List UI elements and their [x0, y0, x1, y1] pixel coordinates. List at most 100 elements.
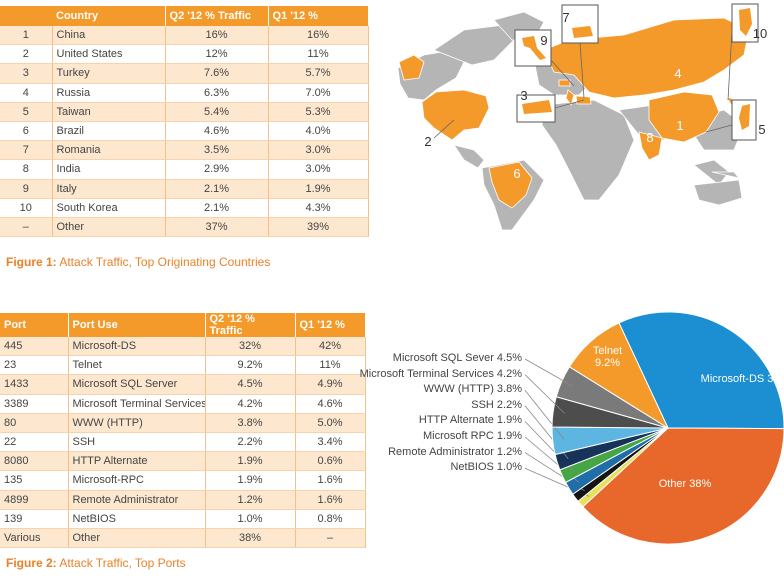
table-cell: China — [52, 26, 166, 46]
table-cell: United States — [52, 44, 166, 65]
slice-label: Telnet 9.2% — [592, 345, 623, 369]
table-row: 3 Turkey 7.6% 5.7% — [0, 63, 369, 84]
table-row: 22 SSH 2.2% 3.4% — [0, 432, 366, 453]
table-row: 80 WWW (HTTP) 3.8% 5.0% — [0, 413, 366, 433]
table-row: 8 India 2.9% 3.0% — [0, 159, 369, 180]
caption-text: Attack Traffic, Top Ports — [59, 556, 186, 570]
table-row: 2 United States 12% 11% — [0, 44, 369, 65]
table-cell: 4.3% — [268, 198, 369, 218]
table-row: 1 China 16% 16% — [0, 26, 369, 46]
table-cell: 39% — [268, 217, 369, 238]
table-cell: 3.0% — [268, 140, 369, 161]
table-cell: 6.3% — [165, 83, 269, 103]
table-cell: 5.4% — [165, 102, 269, 122]
header-row: Port Port Use Q2 '12 % Traffic Q1 '12 % — [0, 313, 366, 337]
slice-label: Microsoft Terminal Services 4.2% — [359, 367, 522, 380]
map-label: 9 — [540, 33, 547, 48]
table-cell: 1.6% — [295, 470, 366, 491]
table-row: 4 Russia 6.3% 7.0% — [0, 83, 369, 103]
table-cell: 1.9% — [205, 451, 296, 472]
table-row: – Other 37% 39% — [0, 217, 369, 238]
table-cell: 9.2% — [205, 355, 296, 376]
table-cell: 8080 — [0, 451, 69, 472]
leader-line — [524, 358, 573, 387]
table-cell: Remote Administrator — [68, 490, 206, 510]
table-row: 8080 HTTP Alternate 1.9% 0.6% — [0, 451, 366, 472]
table-cell: Turkey — [52, 63, 166, 84]
table-cell: Other — [52, 217, 166, 238]
slice-label: NetBIOS 1.0% — [450, 461, 522, 474]
table-cell: 11% — [295, 355, 366, 376]
table-cell: 139 — [0, 509, 69, 529]
table-cell: 5.7% — [268, 63, 369, 84]
table-row: 3389 Microsoft Terminal Services 4.2% 4.6% — [0, 394, 366, 414]
table-cell: 1.9% — [268, 179, 369, 199]
table-cell: South Korea — [52, 198, 166, 218]
slice-label: WWW (HTTP) 3.8% — [423, 383, 522, 396]
slice-label: HTTP Alternate 1.9% — [418, 414, 522, 427]
slice-label: Microsoft-DS 32% — [700, 373, 784, 385]
table-cell: 3 — [0, 63, 53, 84]
table-row: 1433 Microsoft SQL Server 4.5% 4.9% — [0, 374, 366, 395]
table-cell: – — [295, 528, 366, 549]
map-label: 7 — [562, 10, 569, 25]
figure-caption: Figure 1: Attack Traffic, Top Originatin… — [6, 255, 270, 269]
table-row: 6 Brazil 4.6% 4.0% — [0, 121, 369, 142]
pie-slice — [582, 427, 784, 545]
table-row: 9 Italy 2.1% 1.9% — [0, 179, 369, 199]
table-cell: Other — [68, 528, 206, 549]
table-cell: 16% — [165, 26, 269, 46]
leader-line — [524, 389, 565, 440]
table-cell: Telnet — [68, 355, 206, 376]
column-header: Q2 '12 % Traffic — [165, 6, 269, 26]
column-header: Q1 '12 % — [295, 313, 366, 337]
table-cell: Microsoft Terminal Services — [68, 394, 206, 414]
table-row: 139 NetBIOS 1.0% 0.8% — [0, 509, 366, 529]
slice-label: Remote Administrator 1.2% — [388, 445, 522, 458]
table-cell: 16% — [268, 26, 369, 46]
table-cell: 2 — [0, 44, 53, 65]
table-cell: Italy — [52, 179, 166, 199]
table-cell: 1.2% — [205, 490, 296, 510]
table-cell: 7.6% — [165, 63, 269, 84]
table-cell: 5.0% — [295, 413, 366, 433]
table-cell: 42% — [295, 337, 366, 357]
country-table: Country Q2 '12 % Traffic Q1 '12 % 1 China 16%… — [0, 6, 369, 238]
table-cell: 3389 — [0, 394, 69, 414]
table-cell: 3.4% — [295, 432, 366, 453]
table-cell: 3.0% — [268, 159, 369, 180]
table-cell: – — [0, 217, 53, 238]
world-map: 1 2 3 4 5 6 7 8 9 10 — [397, 3, 767, 231]
leader-line — [524, 374, 565, 414]
pie-chart — [524, 311, 784, 545]
table-cell: 37% — [165, 217, 269, 238]
table-cell: Various — [0, 528, 69, 549]
table-cell: 4899 — [0, 490, 69, 510]
slice-label: Microsoft RPC 1.9% — [422, 430, 522, 442]
table-cell: HTTP Alternate — [68, 451, 206, 472]
table-cell: 7.0% — [268, 83, 369, 103]
table-cell: 0.6% — [295, 451, 366, 472]
table-cell: 2.1% — [165, 198, 269, 218]
column-header: Port Use — [68, 313, 206, 337]
table-cell: 4.5% — [205, 374, 296, 395]
table-cell: 8 — [0, 159, 53, 180]
table-row: Various Other 38% – — [0, 528, 366, 549]
map-label: 3 — [520, 88, 527, 103]
table-cell: 3.5% — [165, 140, 269, 161]
table-cell: 80 — [0, 413, 69, 433]
table-cell: 1.0% — [205, 509, 296, 529]
figure-caption: Figure 2: Attack Traffic, Top Ports — [6, 556, 186, 570]
table-cell: 4.6% — [295, 394, 366, 414]
column-header: Port — [0, 313, 69, 337]
table-row: 23 Telnet 9.2% 11% — [0, 355, 366, 376]
column-header: Country — [0, 6, 166, 26]
pie-slice — [618, 311, 784, 430]
table-row: 445 Microsoft-DS 32% 42% — [0, 337, 366, 357]
table-cell: 4.9% — [295, 374, 366, 395]
table-cell: 32% — [205, 337, 296, 357]
table-row: 135 Microsoft-RPC 1.9% 1.6% — [0, 470, 366, 491]
map-label: 8 — [646, 130, 653, 145]
caption-text: Attack Traffic, Top Originating Countrie… — [59, 255, 271, 269]
